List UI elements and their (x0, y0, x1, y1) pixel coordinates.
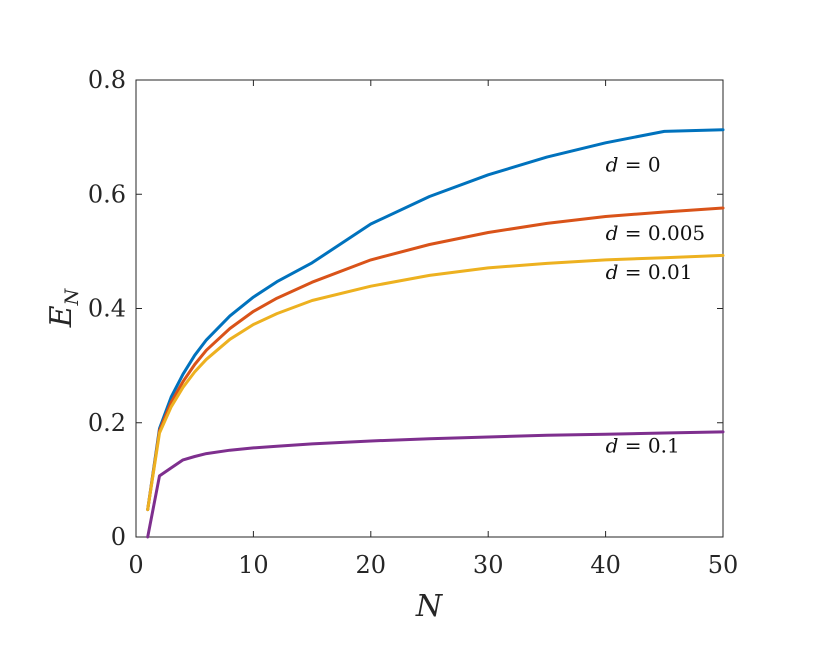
line-label-variable: d (606, 433, 619, 457)
y-tick-label: 0.6 (88, 180, 126, 208)
axes-box (135, 79, 724, 538)
line-label-value: 0.1 (648, 433, 680, 457)
line-label-0: d = 0 (606, 152, 661, 176)
line-label-variable: d (606, 221, 619, 245)
series-line-3 (146, 430, 725, 539)
y-axis-label: EN (44, 287, 83, 328)
y-tick-label: 0.8 (88, 66, 126, 94)
y-tick-label: 0.2 (88, 409, 126, 437)
series-line-2 (146, 253, 725, 512)
line-label-equals: = (618, 221, 647, 245)
line-label-3: d = 0.1 (606, 433, 680, 457)
x-tick-label: 50 (708, 551, 739, 579)
y-tick-label: 0.4 (88, 295, 126, 323)
x-axis-label: N (415, 589, 444, 624)
line-label-value: 0.01 (648, 260, 693, 284)
series-lines (146, 128, 725, 539)
line-label-value: 0.005 (648, 221, 705, 245)
x-tick-label: 10 (238, 551, 269, 579)
line-label-1: d = 0.005 (606, 221, 706, 245)
tick-labels: 0 10 20 30 40 50 0 0.2 0.4 0.6 0.8 (88, 66, 738, 579)
x-tick-label: 30 (473, 551, 504, 579)
line-label-equals: = (618, 433, 647, 457)
line-label-2: d = 0.01 (606, 260, 693, 284)
x-tick-label: 40 (590, 551, 621, 579)
line-label-value: 0 (648, 152, 661, 176)
y-axis-label-subscript: N (61, 287, 83, 306)
line-label-variable: d (606, 260, 619, 284)
series-line-0 (146, 128, 725, 512)
line-label-equals: = (618, 152, 647, 176)
x-tick-label: 0 (128, 551, 143, 579)
y-axis-label-main: E (44, 305, 79, 328)
x-tick-label: 20 (356, 551, 387, 579)
ticks (135, 79, 724, 538)
line-label-equals: = (618, 260, 647, 284)
line-label-variable: d (606, 152, 619, 176)
series-line-1 (146, 206, 725, 512)
y-tick-label: 0 (111, 523, 126, 551)
